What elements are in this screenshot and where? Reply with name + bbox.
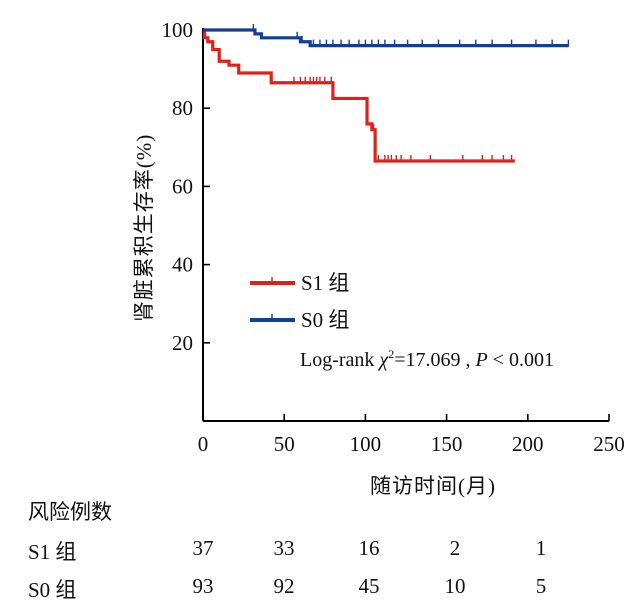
y-tick-label: 80 <box>172 96 193 120</box>
legend-label: S0 组 <box>301 308 349 332</box>
risk-row-label-s1: S1 组 <box>28 540 77 564</box>
x-tick-label: 250 <box>593 432 625 456</box>
x-tick-label: 150 <box>431 432 463 456</box>
x-tick-label: 100 <box>350 432 382 456</box>
risk-cell: 10 <box>444 574 466 598</box>
survival-curves <box>203 28 569 163</box>
x-ticks: 0 50 100 150 200 250 <box>198 414 625 456</box>
y-ticks: 20 40 60 80 100 <box>162 18 210 355</box>
series-line-s0 <box>203 28 569 48</box>
risk-cell: 93 <box>192 574 214 598</box>
risk-cell: 2 <box>449 536 461 560</box>
axes <box>202 28 609 422</box>
x-tick-label: 200 <box>512 432 544 456</box>
log-rank-annotation: Log-rank χ2=17.069 , P < 0.001 <box>300 347 554 371</box>
x-axis-title: 随访时间(月) <box>370 474 496 498</box>
y-tick-label: 40 <box>172 253 193 277</box>
legend: S1 组 S0 组 <box>250 271 349 332</box>
y-axis-title: 肾脏累积生存率(%) <box>132 133 156 323</box>
risk-cell: 5 <box>535 574 547 598</box>
legend-label: S1 组 <box>301 271 349 295</box>
x-tick-label: 50 <box>274 432 295 456</box>
risk-cell: 45 <box>358 574 380 598</box>
risk-cell: 16 <box>358 536 380 560</box>
risk-cell: 33 <box>273 536 295 560</box>
y-tick-label: 60 <box>172 174 193 198</box>
risk-row-label-s0: S0 组 <box>28 578 77 602</box>
x-tick-label: 0 <box>198 432 209 456</box>
series-line-s1 <box>203 28 515 163</box>
risk-cell: 1 <box>535 536 547 560</box>
y-tick-label: 100 <box>162 18 194 42</box>
censor-marks <box>252 24 570 162</box>
y-tick-label: 20 <box>172 331 193 355</box>
risk-cell: 37 <box>192 536 214 560</box>
risk-table-title: 风险例数 <box>28 500 112 524</box>
risk-cell: 92 <box>273 574 295 598</box>
log-rank-text: Log-rank χ2=17.069 , P < 0.001 <box>300 347 554 371</box>
